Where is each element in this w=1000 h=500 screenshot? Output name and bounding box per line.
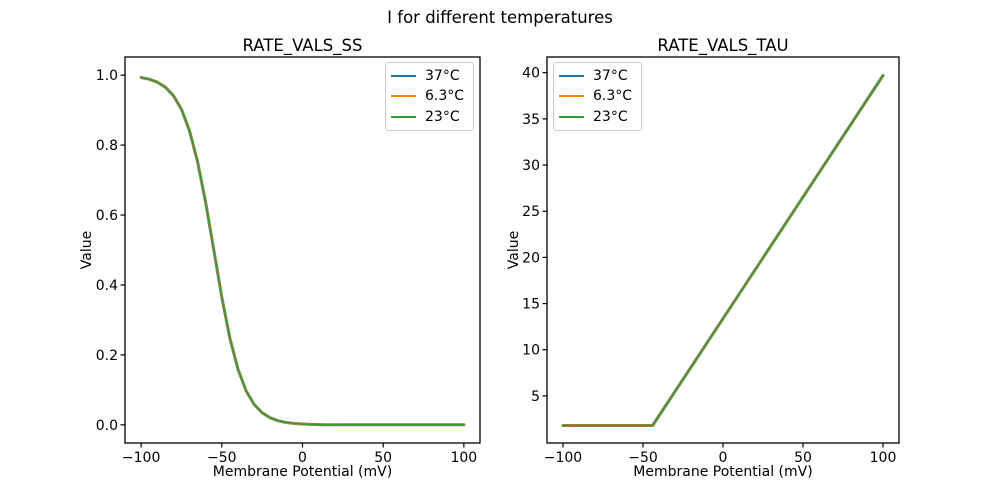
y-tick-label: 0.0 bbox=[96, 418, 118, 434]
legend-line-swatch bbox=[391, 75, 416, 78]
y-axis-label-ss: Value bbox=[79, 230, 95, 270]
x-tick-label: 0 bbox=[298, 450, 307, 466]
series-line-2 bbox=[562, 74, 884, 427]
legend-item-label: 23°C bbox=[593, 108, 628, 125]
legend-tau: 37°C 6.3°C 23°C bbox=[553, 62, 642, 131]
y-tick-label: 30 bbox=[522, 158, 540, 174]
legend-item: 37°C bbox=[391, 68, 469, 84]
legend-ss: 37°C 6.3°C 23°C bbox=[385, 62, 474, 131]
x-tick-label: −50 bbox=[207, 450, 237, 466]
x-tick-label: −100 bbox=[122, 450, 160, 466]
y-tick-label: 0.8 bbox=[96, 138, 118, 154]
subplot-title-tau: RATE_VALS_TAU bbox=[657, 36, 789, 55]
legend-item-label: 6.3°C bbox=[425, 88, 465, 105]
x-tick-label: 0 bbox=[719, 450, 728, 466]
y-tick-label: 10 bbox=[522, 343, 540, 359]
legend-line-swatch bbox=[559, 75, 584, 78]
legend-line-swatch bbox=[391, 115, 416, 118]
axes-frame bbox=[124, 56, 481, 444]
y-tick-label: 20 bbox=[522, 250, 540, 266]
x-tick-label: 50 bbox=[374, 450, 392, 466]
legend-item: 6.3°C bbox=[559, 88, 637, 104]
x-tick-label: 50 bbox=[794, 450, 812, 466]
legend-line-swatch bbox=[559, 115, 584, 118]
legend-item-label: 6.3°C bbox=[593, 88, 633, 105]
subplot-title-ss: RATE_VALS_SS bbox=[242, 36, 363, 55]
y-tick-label: 1.0 bbox=[96, 68, 118, 84]
x-tick-label: −100 bbox=[544, 450, 582, 466]
y-tick-label: 0.4 bbox=[96, 278, 118, 294]
x-tick-label: −50 bbox=[628, 450, 658, 466]
legend-item: 6.3°C bbox=[391, 88, 469, 104]
x-axis-label-ss: Membrane Potential (mV) bbox=[212, 464, 393, 480]
y-tick-label: 5 bbox=[531, 389, 540, 405]
y-tick-label: 15 bbox=[522, 297, 540, 313]
legend-line-swatch bbox=[559, 95, 584, 98]
y-tick-label: 35 bbox=[522, 112, 540, 128]
figure-title: I for different temperatures bbox=[387, 8, 613, 27]
legend-item: 23°C bbox=[559, 109, 637, 125]
x-tick-label: 100 bbox=[870, 450, 897, 466]
y-tick-label: 40 bbox=[522, 66, 540, 82]
axes-frame bbox=[546, 56, 900, 444]
y-tick-label: 25 bbox=[522, 204, 540, 220]
series-line-2 bbox=[140, 76, 465, 426]
y-axis-label-tau: Value bbox=[506, 230, 522, 270]
y-tick-label: 0.2 bbox=[96, 348, 118, 364]
legend-item: 23°C bbox=[391, 109, 469, 125]
x-axis-label-tau: Membrane Potential (mV) bbox=[633, 464, 813, 480]
legend-item-label: 37°C bbox=[593, 68, 628, 85]
legend-line-swatch bbox=[391, 95, 416, 98]
legend-item-label: 37°C bbox=[425, 68, 460, 85]
y-tick-label: 0.6 bbox=[96, 208, 118, 224]
x-tick-label: 100 bbox=[450, 450, 477, 466]
legend-item-label: 23°C bbox=[425, 108, 460, 125]
legend-item: 37°C bbox=[559, 68, 637, 84]
